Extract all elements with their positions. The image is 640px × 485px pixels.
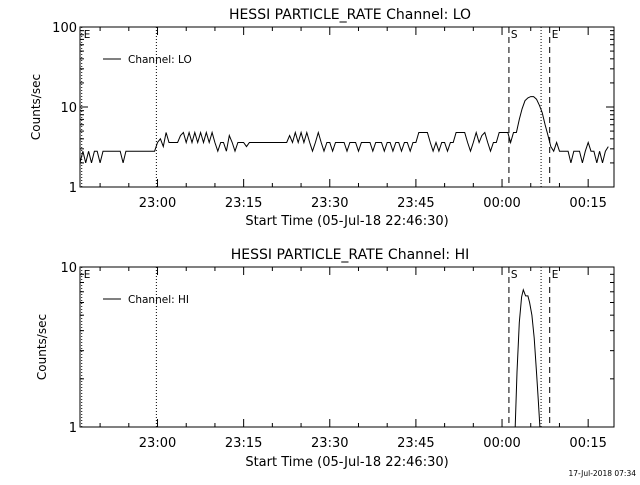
legend-label: Channel: HI [128, 294, 189, 306]
chart-lo-panel: HESSI PARTICLE_RATE Channel: LO Counts/s… [29, 7, 615, 229]
plot-frame [79, 26, 615, 188]
series-line [514, 288, 541, 428]
x-tick-label: 23:30 [311, 436, 348, 451]
event-marker-label: E [84, 29, 91, 41]
series-group [514, 288, 541, 428]
x-tick-label: 23:00 [139, 436, 176, 451]
x-tick-label: 23:15 [225, 436, 262, 451]
chart-title: HESSI PARTICLE_RATE Channel: HI [231, 247, 469, 263]
chart-title: HESSI PARTICLE_RATE Channel: LO [229, 7, 471, 23]
y-tick-label: 10 [60, 101, 77, 116]
y-tick-label: 10 [60, 261, 77, 276]
x-tick-label: 00:15 [569, 436, 606, 451]
event-marker-label: S [511, 269, 518, 281]
y-tick-label: 100 [52, 21, 77, 36]
x-axis-label: Start Time (05-Jul-18 22:46:30) [245, 214, 448, 229]
tick-group: 1 10 23:00 23:15 23:30 23:45 00:00 00:15 [60, 261, 614, 451]
event-marker-label: E [84, 269, 91, 281]
event-marker-label: S [511, 29, 518, 41]
series-group [79, 96, 609, 164]
x-tick-label: 23:30 [311, 196, 348, 211]
x-tick-label: 23:45 [397, 196, 434, 211]
y-tick-label: 1 [69, 181, 77, 196]
x-tick-label: 00:15 [569, 196, 606, 211]
y-axis-label: Counts/sec [29, 74, 43, 140]
tick-group: 1 10 100 23:00 23:15 23:30 23:45 00:00 00:15 [52, 21, 614, 211]
event-marker-label: E [552, 29, 559, 41]
legend: Channel: LO [103, 54, 192, 66]
y-tick-label: 1 [69, 421, 77, 436]
legend: Channel: HI [103, 294, 189, 306]
x-tick-label: 23:45 [397, 436, 434, 451]
x-axis-label: Start Time (05-Jul-18 22:46:30) [245, 455, 448, 470]
legend-label: Channel: LO [128, 54, 192, 66]
x-tick-label: 23:15 [225, 196, 262, 211]
plot-frame [79, 266, 615, 428]
generation-timestamp: 17-Jul-2018 07:34 [568, 469, 636, 478]
y-axis-label: Counts/sec [35, 314, 49, 380]
x-tick-label: 23:00 [139, 196, 176, 211]
event-marker-label: E [552, 269, 559, 281]
x-tick-label: 00:00 [483, 196, 520, 211]
series-line [79, 96, 609, 164]
x-tick-label: 00:00 [483, 436, 520, 451]
chart-hi-panel: HESSI PARTICLE_RATE Channel: HI Counts/s… [35, 247, 615, 470]
